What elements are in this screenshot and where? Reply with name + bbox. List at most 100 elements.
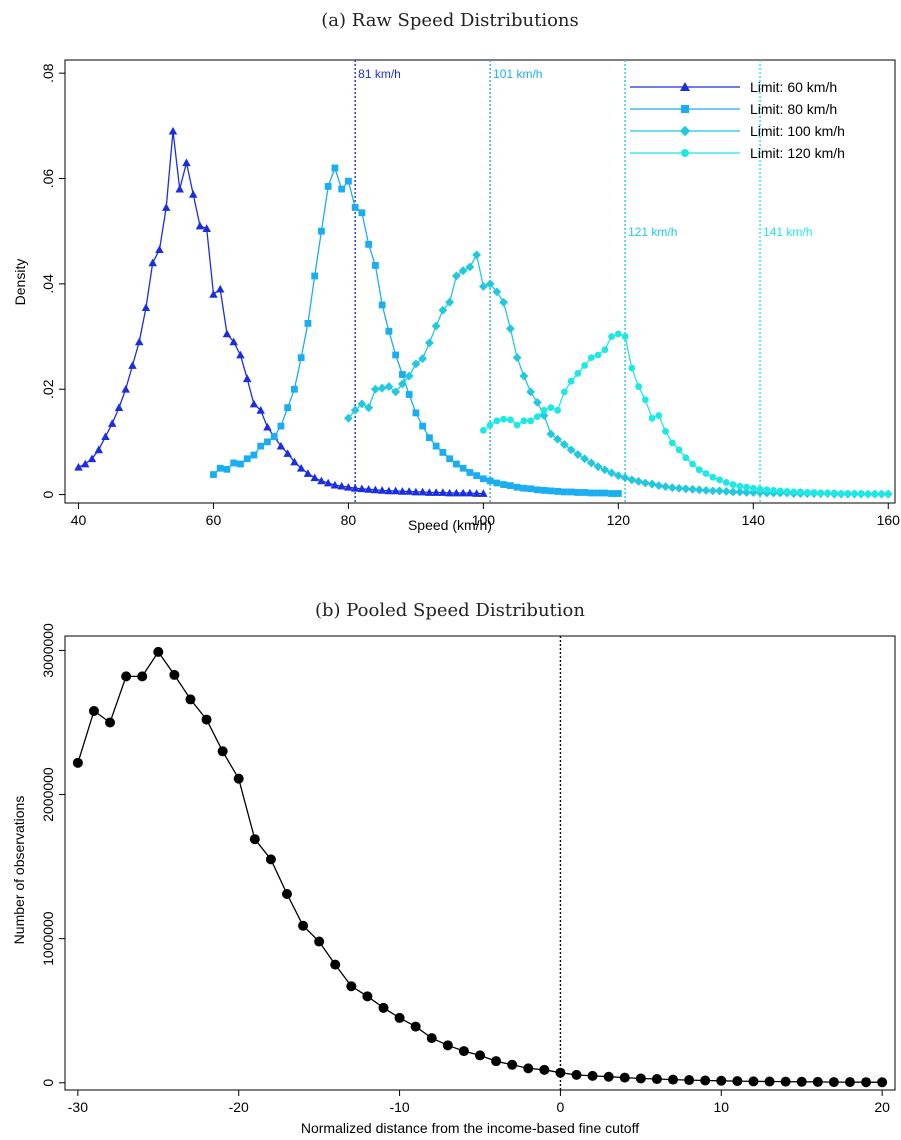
data-point [161, 203, 171, 211]
data-point [594, 489, 602, 497]
data-point [88, 705, 99, 716]
data-point [837, 490, 845, 497]
data-point [749, 484, 757, 492]
data-point [526, 387, 536, 397]
data-point [337, 481, 346, 490]
data-point [426, 1033, 437, 1044]
legend-label: Limit: 80 km/h [750, 101, 837, 117]
data-point [574, 370, 582, 377]
panel-b-x-tick-label: 20 [874, 1099, 890, 1115]
data-point [735, 487, 745, 497]
data-point [634, 476, 643, 486]
panel-a-x-axis-label: Speed (km/h) [408, 517, 492, 533]
data-point [418, 354, 428, 364]
data-point [276, 441, 286, 450]
data-point [384, 382, 394, 392]
legend-label: Limit: 120 km/h [750, 145, 845, 161]
series-limit-120-km-h [479, 330, 892, 498]
legend-marker [681, 105, 689, 113]
data-point [648, 414, 656, 422]
data-point [830, 489, 838, 497]
panel-a-x-tick-label: 100 [472, 512, 496, 528]
panel-a-raw-speed-distributions: (a) Raw Speed Distributions Speed (km/h)… [12, 10, 900, 533]
data-point [472, 489, 481, 497]
panel-b-y-tick-label: 3000000 [40, 623, 56, 678]
data-point [688, 484, 697, 494]
data-point [533, 486, 541, 494]
data-point [121, 384, 130, 393]
data-point [742, 488, 751, 497]
panel-a-y-tick-label: .02 [40, 379, 56, 399]
panel-b-x-tick-label: -20 [229, 1099, 249, 1115]
data-point [432, 442, 440, 450]
data-point [378, 301, 386, 309]
data-point [844, 1077, 855, 1088]
panel-a-y-tick-label: .08 [40, 63, 56, 83]
data-point [790, 488, 798, 496]
panel-b-y-tick-label: 1000000 [40, 911, 56, 966]
data-point [233, 773, 244, 784]
data-point [351, 204, 359, 211]
data-point [627, 475, 637, 485]
data-point [210, 471, 217, 478]
data-point [479, 426, 487, 434]
legend-entry-limit-80-km-h: Limit: 80 km/h [630, 101, 837, 117]
data-point [331, 164, 339, 172]
data-point [505, 324, 515, 334]
data-point [256, 406, 265, 414]
data-point [682, 454, 690, 462]
data-point [527, 417, 535, 425]
panel-a-plot-frame [64, 59, 896, 504]
data-point [330, 959, 341, 970]
data-point [593, 462, 603, 472]
panel-b-ticks: -30 -20 -10 0 10 20 0 1000000 2000000 3000000 [40, 623, 890, 1115]
data-point [878, 490, 885, 498]
data-point [732, 1076, 743, 1087]
data-point [661, 482, 670, 492]
data-point [153, 646, 164, 657]
data-point [121, 671, 132, 682]
data-point [573, 450, 583, 459]
panel-b-x-tick-label: -30 [68, 1099, 88, 1115]
data-point [338, 185, 346, 193]
data-point [105, 717, 116, 728]
data-point [520, 484, 528, 492]
series-line-pooled [77, 650, 883, 1083]
data-point [465, 488, 475, 497]
data-point [722, 479, 730, 486]
data-point [667, 483, 677, 493]
data-point [654, 481, 664, 491]
data-point [411, 487, 421, 496]
data-point [398, 487, 407, 495]
data-point [404, 371, 414, 381]
data-point [148, 258, 157, 267]
data-point [257, 442, 265, 450]
data-point [394, 1012, 405, 1023]
data-point [217, 746, 228, 757]
data-point [684, 1075, 695, 1086]
data-point [107, 419, 117, 427]
series-limit-80-km-h [210, 164, 622, 497]
data-point [810, 489, 818, 496]
data-point [236, 350, 245, 359]
data-point [101, 432, 110, 441]
series-limit-100-km-h [343, 250, 893, 499]
data-point [478, 282, 488, 291]
data-point [445, 488, 454, 497]
panel-a-legend: Limit: 60 km/h Limit: 80 km/h Limit: 100 k… [630, 79, 845, 161]
data-point [87, 454, 97, 463]
data-point [507, 1059, 518, 1070]
data-point [574, 489, 582, 496]
data-point [655, 412, 663, 419]
data-point [404, 487, 414, 495]
data-point [533, 413, 541, 421]
data-point [499, 297, 509, 307]
data-point [442, 1040, 453, 1051]
data-point [770, 486, 777, 494]
data-point [424, 338, 434, 348]
data-point [485, 279, 495, 289]
data-point [168, 126, 178, 135]
data-point [175, 184, 184, 193]
data-point [797, 488, 804, 496]
data-point [365, 240, 373, 248]
